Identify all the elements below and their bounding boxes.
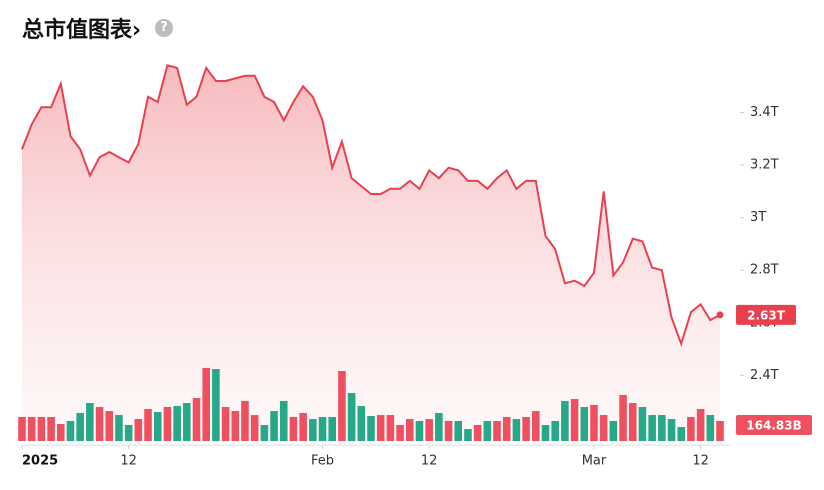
volume-bar xyxy=(677,427,686,441)
volume-bar xyxy=(454,420,463,441)
volume-bar xyxy=(367,416,375,441)
volume-bar xyxy=(493,420,501,441)
x-tick-label: 12 xyxy=(421,454,438,469)
volume-bar xyxy=(338,370,346,441)
help-icon[interactable]: ? xyxy=(155,19,174,37)
volume-bar xyxy=(270,411,278,441)
volume-bar xyxy=(56,424,65,441)
volume-bar xyxy=(502,416,511,441)
volume-bar xyxy=(376,415,385,441)
volume-bar xyxy=(706,415,715,441)
y-tick-label: 3T xyxy=(750,210,766,225)
price-line xyxy=(21,64,721,347)
volume-bar xyxy=(532,411,540,441)
volume-bar xyxy=(716,420,724,441)
volume-bar xyxy=(153,412,162,441)
volume-bar xyxy=(473,424,482,441)
volume-bar xyxy=(124,424,133,441)
header: 总市值图表› ? xyxy=(22,12,174,44)
volume-bar xyxy=(144,408,152,441)
price-area xyxy=(22,65,720,442)
volume-bar xyxy=(37,416,46,441)
volume-bar xyxy=(76,412,84,441)
volume-bar xyxy=(221,407,230,441)
volume-bar xyxy=(241,400,249,441)
x-tick-label: Feb xyxy=(311,454,334,469)
volume-bar xyxy=(105,411,114,441)
volume-bar xyxy=(299,412,307,441)
volume-bar xyxy=(328,416,337,441)
volume-bar xyxy=(435,412,443,441)
volume-bar xyxy=(173,406,181,441)
volume-bar xyxy=(163,407,172,441)
volume-bar xyxy=(115,415,123,441)
volume-bar xyxy=(260,424,269,441)
volume-bar xyxy=(27,416,36,441)
volume-bar xyxy=(648,415,656,441)
volume-bar xyxy=(357,406,366,441)
volume-bar xyxy=(347,392,356,441)
x-tick-label: 12 xyxy=(120,454,137,469)
y-tick-label: 3.2T xyxy=(750,158,779,173)
volume-bar xyxy=(590,404,598,441)
volume-bar xyxy=(541,424,550,441)
volume-bar xyxy=(444,420,453,441)
volume-bar xyxy=(95,407,104,441)
volume-bar xyxy=(231,411,240,441)
x-tick-label: 2025 xyxy=(22,454,58,469)
volume-bar xyxy=(250,415,259,441)
volume-bar xyxy=(483,420,492,441)
volume-bar xyxy=(658,415,666,441)
volume-bar xyxy=(628,403,637,441)
volume-bar xyxy=(425,419,433,441)
value-label-text: 2.63T xyxy=(747,308,786,322)
volume-bar xyxy=(86,403,94,441)
volume-bar xyxy=(386,415,395,441)
volume-bar xyxy=(464,428,472,441)
volume-bar xyxy=(192,398,201,441)
volume-bar xyxy=(696,408,705,441)
volume-bar xyxy=(667,419,676,441)
volume-bar xyxy=(202,367,210,441)
x-tick-label: 12 xyxy=(692,454,709,469)
volume-bar xyxy=(522,416,530,441)
volume-bar xyxy=(309,419,317,441)
value-label: 2.63T xyxy=(736,304,796,325)
volume-bar xyxy=(687,416,695,441)
volume-bar xyxy=(318,416,327,441)
volume-bar xyxy=(396,424,404,441)
value-label-bg xyxy=(736,414,812,435)
volume-bar xyxy=(134,419,143,441)
y-tick-label: 2.8T xyxy=(750,263,779,278)
volume-bar xyxy=(551,420,559,441)
volume-bar xyxy=(609,420,618,441)
volume-bar xyxy=(570,399,579,441)
y-tick-label: 3.4T xyxy=(750,105,779,120)
value-label: 164.83B xyxy=(736,414,812,435)
volume-bar xyxy=(599,415,608,441)
volume-bar xyxy=(289,416,298,441)
volume-bar xyxy=(47,416,55,441)
volume-bar xyxy=(638,407,647,441)
volume-bar xyxy=(580,407,589,441)
last-point xyxy=(716,311,724,319)
volume-bar xyxy=(512,419,521,441)
chart-title[interactable]: 总市值图表› xyxy=(22,18,142,43)
x-tick-label: Mar xyxy=(582,454,607,469)
volume-bar xyxy=(415,420,424,441)
volume-bar xyxy=(212,369,220,441)
volume-bar xyxy=(561,400,569,441)
value-label-bg xyxy=(736,304,796,325)
volume-bar xyxy=(18,416,26,441)
value-label-text: 164.83B xyxy=(746,418,801,432)
y-tick-label: 2.4T xyxy=(750,368,779,383)
volume-bar xyxy=(183,403,191,441)
volume-bar xyxy=(619,395,627,441)
volume-bar xyxy=(66,420,75,441)
volume-bar xyxy=(405,419,414,441)
volume-bar xyxy=(279,400,288,441)
